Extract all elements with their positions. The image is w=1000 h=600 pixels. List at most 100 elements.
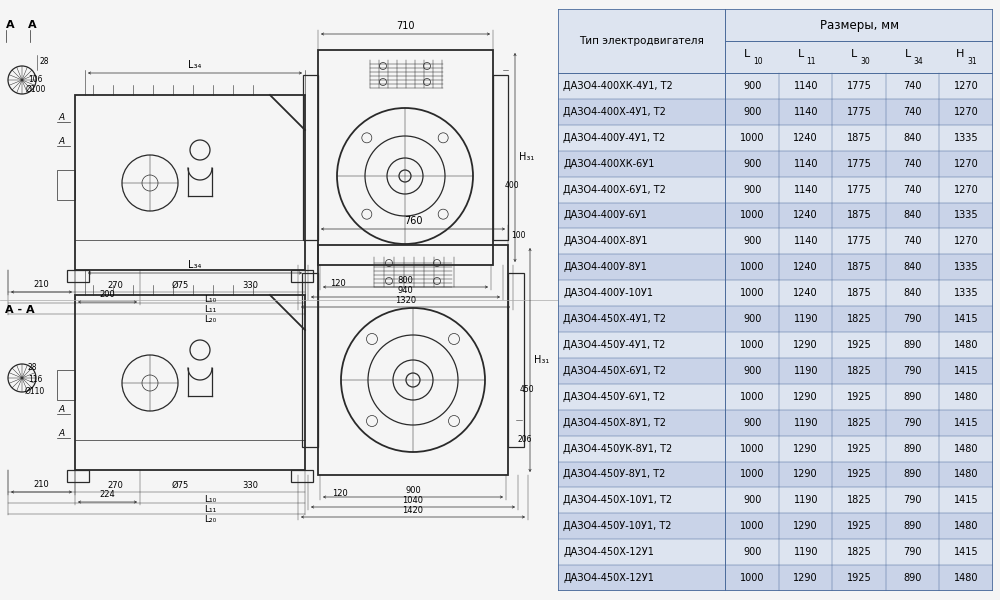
Text: 1240: 1240 — [793, 262, 818, 272]
Text: 1925: 1925 — [847, 340, 872, 350]
Text: 900: 900 — [743, 366, 761, 376]
Text: 1415: 1415 — [954, 366, 979, 376]
Text: ДАЗО4-400Х-6У1, Т2: ДАЗО4-400Х-6У1, Т2 — [563, 185, 666, 194]
Text: ДАЗО4-450У-8У1, Т2: ДАЗО4-450У-8У1, Т2 — [563, 469, 666, 479]
Text: 840: 840 — [904, 288, 922, 298]
Text: 1270: 1270 — [954, 236, 979, 247]
Text: 1480: 1480 — [954, 392, 978, 402]
Text: L₃₄: L₃₄ — [188, 260, 202, 270]
Text: 28: 28 — [40, 57, 50, 66]
Bar — [318, 245, 508, 475]
Bar — [493, 75, 508, 240]
Text: 900: 900 — [743, 496, 761, 505]
Bar — [508, 273, 524, 447]
Text: 1775: 1775 — [847, 107, 872, 117]
Text: L₂₀: L₂₀ — [204, 515, 216, 524]
Bar — [558, 99, 993, 125]
Text: 200: 200 — [100, 290, 115, 299]
Text: 1825: 1825 — [847, 366, 872, 376]
Text: 790: 790 — [903, 418, 922, 428]
Text: 1000: 1000 — [740, 443, 764, 454]
Text: 34: 34 — [914, 57, 923, 66]
Text: 800: 800 — [398, 276, 413, 285]
Text: 1415: 1415 — [954, 314, 979, 324]
Bar — [558, 73, 993, 99]
Text: 740: 740 — [903, 185, 922, 194]
Bar — [67, 270, 89, 282]
Text: 1290: 1290 — [793, 573, 818, 583]
Text: 900: 900 — [405, 486, 421, 495]
Bar — [558, 151, 993, 176]
Text: 1825: 1825 — [847, 314, 872, 324]
Bar — [558, 125, 993, 151]
Text: 1040: 1040 — [402, 496, 424, 505]
Text: 900: 900 — [743, 81, 761, 91]
Text: H₃₁: H₃₁ — [519, 152, 534, 163]
Text: ДАЗО4-450УК-8У1, Т2: ДАЗО4-450УК-8У1, Т2 — [563, 443, 672, 454]
Text: 1140: 1140 — [793, 185, 818, 194]
Text: A: A — [58, 429, 64, 438]
Text: 900: 900 — [743, 314, 761, 324]
Text: 1415: 1415 — [954, 496, 979, 505]
Text: A: A — [58, 137, 64, 146]
Text: 120: 120 — [332, 489, 348, 498]
Text: 210: 210 — [34, 280, 49, 289]
Text: A: A — [28, 20, 37, 30]
Bar — [558, 229, 993, 254]
Text: 1415: 1415 — [954, 418, 979, 428]
Text: 11: 11 — [807, 57, 816, 66]
Bar — [558, 539, 993, 565]
Text: 450: 450 — [520, 385, 535, 395]
Text: 1270: 1270 — [954, 107, 979, 117]
Text: A: A — [6, 20, 15, 30]
Text: 30: 30 — [860, 57, 870, 66]
Text: ДАЗО4-450Х-12У1: ДАЗО4-450Х-12У1 — [563, 547, 654, 557]
Text: 120: 120 — [330, 279, 346, 288]
Text: 940: 940 — [398, 286, 413, 295]
Text: 1190: 1190 — [793, 418, 818, 428]
Text: 900: 900 — [743, 158, 761, 169]
Bar — [302, 273, 318, 447]
Text: ДАЗО4-450У-6У1, Т2: ДАЗО4-450У-6У1, Т2 — [563, 392, 666, 402]
Text: ДАЗО4-450Х-4У1, Т2: ДАЗО4-450Х-4У1, Т2 — [563, 314, 666, 324]
Text: 840: 840 — [904, 262, 922, 272]
Text: 740: 740 — [903, 107, 922, 117]
Text: 1825: 1825 — [847, 496, 872, 505]
Text: 1000: 1000 — [740, 521, 764, 531]
Text: 1000: 1000 — [740, 211, 764, 220]
FancyBboxPatch shape — [558, 9, 993, 591]
Text: 1290: 1290 — [793, 443, 818, 454]
Bar — [558, 176, 993, 203]
Text: 900: 900 — [743, 547, 761, 557]
Text: 1775: 1775 — [847, 185, 872, 194]
Text: 1415: 1415 — [954, 547, 979, 557]
Text: Ø110: Ø110 — [25, 387, 45, 396]
Text: 1480: 1480 — [954, 573, 978, 583]
Text: A: A — [58, 405, 64, 414]
Text: 330: 330 — [242, 281, 258, 290]
Bar — [558, 332, 993, 358]
Text: 1925: 1925 — [847, 443, 872, 454]
Text: 1335: 1335 — [954, 262, 979, 272]
Text: 1775: 1775 — [847, 81, 872, 91]
Text: 1270: 1270 — [954, 81, 979, 91]
Text: 1000: 1000 — [740, 573, 764, 583]
Text: 900: 900 — [743, 185, 761, 194]
Text: 790: 790 — [903, 366, 922, 376]
Text: ДАЗО4-400У-10У1: ДАЗО4-400У-10У1 — [563, 288, 653, 298]
Bar — [291, 470, 313, 482]
Text: Размеры, мм: Размеры, мм — [820, 19, 899, 32]
Text: 1290: 1290 — [793, 469, 818, 479]
Text: 1190: 1190 — [793, 496, 818, 505]
Text: 1335: 1335 — [954, 288, 979, 298]
Bar — [558, 487, 993, 514]
Text: 740: 740 — [903, 158, 922, 169]
Text: 890: 890 — [904, 573, 922, 583]
Text: 1480: 1480 — [954, 443, 978, 454]
Text: 1000: 1000 — [740, 288, 764, 298]
Text: 1775: 1775 — [847, 158, 872, 169]
Text: 1000: 1000 — [740, 469, 764, 479]
Text: A - A: A - A — [5, 305, 35, 315]
Text: L₂₀: L₂₀ — [204, 315, 216, 324]
Bar — [558, 358, 993, 384]
